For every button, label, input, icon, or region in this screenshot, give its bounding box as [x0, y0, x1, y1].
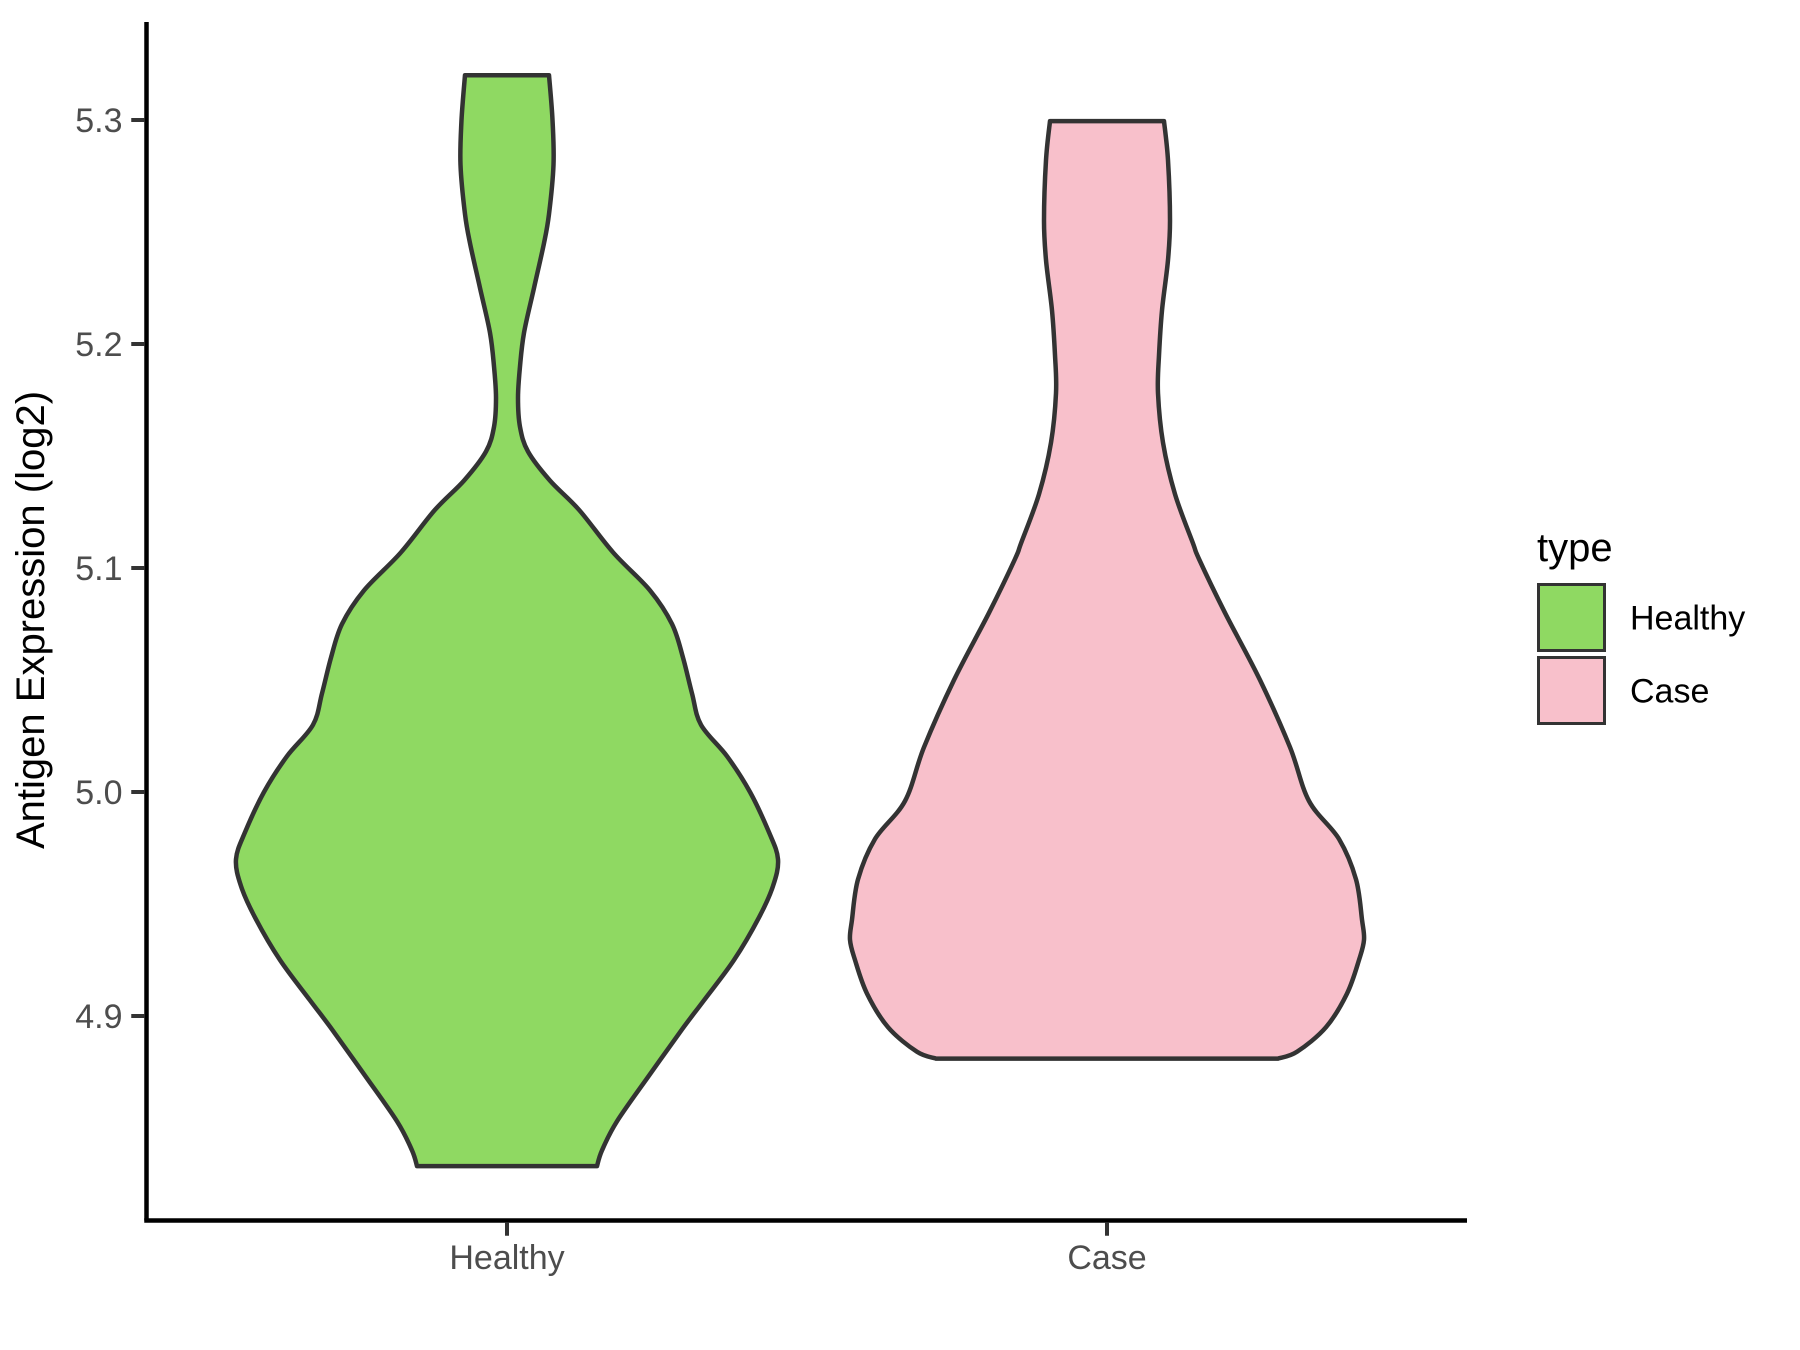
violin-case — [847, 118, 1367, 1061]
y-tick-label: 5.1 — [75, 550, 122, 588]
legend-label-healthy: Healthy — [1630, 599, 1745, 637]
violin-healthy — [233, 72, 781, 1169]
x-tick-label-healthy: Healthy — [449, 1239, 564, 1277]
x-tick-label-case: Case — [1067, 1239, 1146, 1277]
legend-title: type — [1537, 526, 1613, 570]
y-tick-label: 5.0 — [75, 774, 122, 812]
legend-key-healthy — [1537, 583, 1606, 652]
legend-key-case — [1537, 656, 1606, 725]
y-tick-label: 5.3 — [75, 102, 122, 140]
y-axis-title: Antigen Expression (log2) — [9, 391, 53, 849]
y-tick-label: 5.2 — [75, 326, 122, 364]
y-tick-label: 4.9 — [75, 998, 122, 1036]
legend-label-case: Case — [1630, 672, 1709, 710]
